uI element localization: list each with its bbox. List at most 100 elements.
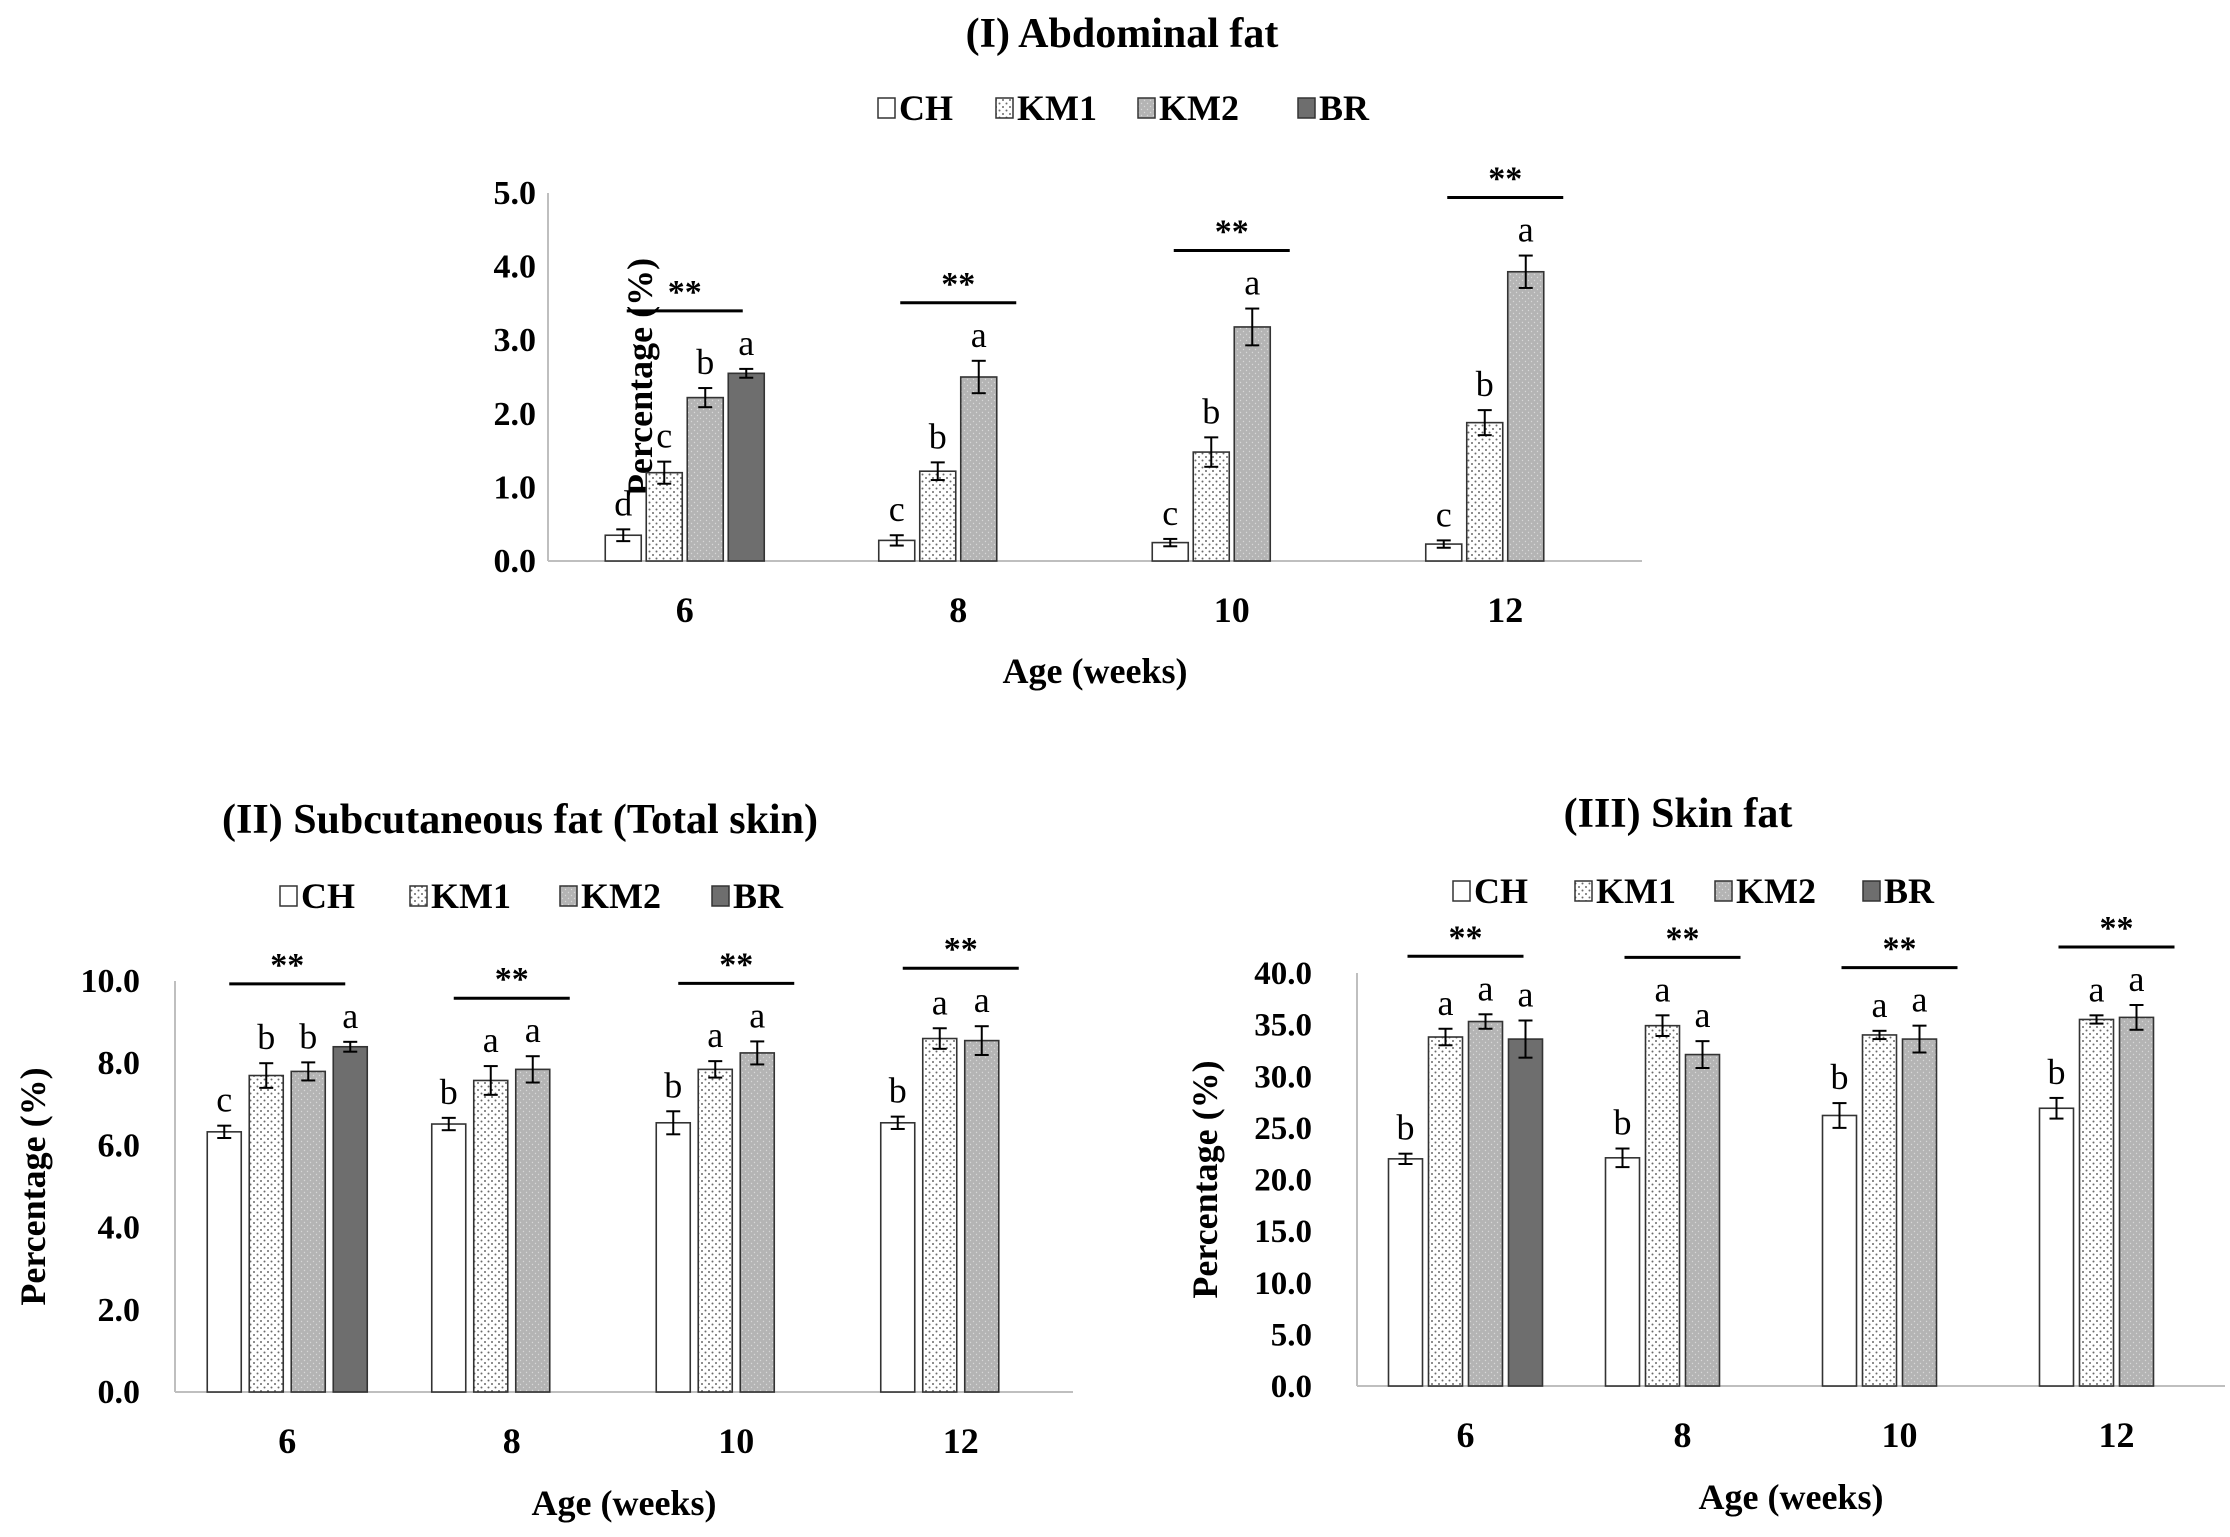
significance-letter: b xyxy=(1614,1103,1632,1143)
bar-km2-week-10 xyxy=(1901,1038,1938,1387)
x-axis-label: Age (weeks) xyxy=(1699,1477,1884,1517)
significance-letter: a xyxy=(1518,210,1534,250)
significance-letter: c xyxy=(1436,494,1452,534)
bar-km2-week-8 xyxy=(959,376,998,562)
bar-km2-week-12 xyxy=(1506,270,1545,562)
y-tick-label: 15.0 xyxy=(1254,1214,1312,1250)
significance-letter: b xyxy=(929,416,947,456)
bar-ch-week-12 xyxy=(2038,1107,2075,1387)
legend-swatch-br xyxy=(1297,97,1316,119)
significance-letter: b xyxy=(440,1072,458,1112)
significance-letter: a xyxy=(738,323,754,363)
bar-br-week-6 xyxy=(1507,1038,1544,1387)
bar-km2-week-6 xyxy=(290,1070,327,1393)
significance-stars: ** xyxy=(1488,161,1522,198)
y-axis-label: Percentage (%) xyxy=(1185,1060,1225,1298)
bar-km2-week-8 xyxy=(1684,1053,1721,1387)
bar-br-week-6 xyxy=(332,1045,369,1393)
significance-letter: b xyxy=(696,342,714,382)
bar-km1-week-8 xyxy=(1644,1024,1681,1387)
bar-km2-week-6 xyxy=(1467,1020,1504,1387)
x-axis-label: Age (weeks) xyxy=(532,1483,717,1523)
significance-letter: a xyxy=(483,1020,499,1060)
legend-label-br: BR xyxy=(1319,88,1370,128)
significance-stars: ** xyxy=(1215,214,1249,251)
significance-letter: a xyxy=(749,995,765,1035)
significance-letter: b xyxy=(1202,391,1220,431)
significance-stars: ** xyxy=(1449,919,1483,956)
legend-swatch-ch xyxy=(1452,880,1471,902)
bar-km2-week-8 xyxy=(514,1068,551,1393)
chart-subcutaneous-fat: (II) Subcutaneous fat (Total skin) CH KM1 K… xyxy=(13,797,1073,1523)
significance-letter: a xyxy=(974,980,990,1020)
legend-swatch-km1 xyxy=(995,97,1014,119)
bar-km2-week-12 xyxy=(963,1039,1000,1393)
legend-swatch-ch xyxy=(279,885,298,907)
bar-km1-week-12 xyxy=(921,1037,958,1393)
significance-letter: a xyxy=(707,1015,723,1055)
significance-letter: a xyxy=(1478,968,1494,1008)
legend-swatch-km2 xyxy=(1137,97,1156,119)
x-tick-label: 12 xyxy=(1487,590,1523,630)
bar-ch-week-12 xyxy=(879,1121,916,1393)
significance-letter: b xyxy=(2048,1052,2066,1092)
x-tick-label: 6 xyxy=(278,1421,296,1461)
legend-swatch-br xyxy=(711,885,730,907)
significance-letter: a xyxy=(342,996,358,1036)
significance-letter: a xyxy=(932,982,948,1022)
bar-km1-week-8 xyxy=(472,1079,509,1393)
bar-km1-week-12 xyxy=(1465,421,1504,562)
significance-letter: b xyxy=(1476,364,1494,404)
y-tick-label: 40.0 xyxy=(1254,956,1312,992)
chart-skin-fat: (III) Skin fat CH KM1 KM2 BR 0.0 5.0 10.0 15.0 20… xyxy=(1185,791,2225,1517)
significance-stars: ** xyxy=(2100,910,2134,947)
bar-km1-week-12 xyxy=(2078,1018,2115,1387)
significance-letter: a xyxy=(1518,974,1534,1014)
y-tick-label: 35.0 xyxy=(1254,1008,1312,1044)
y-tick-label: 6.0 xyxy=(98,1127,141,1164)
x-tick-label: 6 xyxy=(1457,1415,1475,1455)
x-tick-label: 12 xyxy=(2099,1415,2135,1455)
y-tick-label: 8.0 xyxy=(98,1045,141,1082)
bar-km1-week-6 xyxy=(645,471,684,562)
chart-panel-skin-fat: (III) Skin fat CH KM1 KM2 BR 0.0 5.0 10.0 15.0 20… xyxy=(1115,780,2230,1537)
legend-label-ch: CH xyxy=(301,876,355,916)
legend-label-br: BR xyxy=(733,876,784,916)
bar-km2-week-12 xyxy=(2118,1016,2155,1387)
bar-km1-week-10 xyxy=(1192,451,1231,562)
legend-label-ch: CH xyxy=(1474,871,1528,911)
significance-letter: c xyxy=(656,416,672,456)
legend-label-km1: KM1 xyxy=(431,876,511,916)
chart-title: (III) Skin fat xyxy=(1564,791,1793,837)
x-tick-label: 8 xyxy=(503,1421,521,1461)
legend-label-km2: KM2 xyxy=(581,876,661,916)
chart-panel-abdominal-fat: (I) Abdominal fat CH KM1 KM2 BR 0.0 1.0 2.0 3.0 4… xyxy=(0,0,2230,700)
x-tick-label: 10 xyxy=(1882,1415,1918,1455)
significance-letter: a xyxy=(1655,969,1671,1009)
chart-panel-subcutaneous-fat: (II) Subcutaneous fat (Total skin) CH KM1 K… xyxy=(0,780,1115,1537)
y-tick-label: 3.0 xyxy=(494,322,537,359)
x-tick-label: 10 xyxy=(1214,590,1250,630)
bar-km1-week-8 xyxy=(918,470,957,562)
legend-label-km1: KM1 xyxy=(1596,871,1676,911)
y-tick-label: 10.0 xyxy=(1254,1266,1312,1302)
y-tick-label: 30.0 xyxy=(1254,1059,1312,1095)
legend-label-ch: CH xyxy=(899,88,953,128)
y-tick-label: 0.0 xyxy=(494,543,537,580)
y-tick-label: 0.0 xyxy=(98,1374,141,1411)
significance-letter: b xyxy=(889,1071,907,1111)
y-axis-label: Percentage (%) xyxy=(620,258,660,496)
significance-letter: a xyxy=(1872,985,1888,1025)
bar-ch-week-10 xyxy=(655,1121,692,1393)
significance-letter: c xyxy=(1162,493,1178,533)
x-axis-label: Age (weeks) xyxy=(1003,651,1188,691)
y-tick-label: 4.0 xyxy=(494,249,537,286)
significance-letter: b xyxy=(664,1065,682,1105)
y-tick-label: 20.0 xyxy=(1254,1163,1312,1199)
bar-km2-week-6 xyxy=(686,396,725,562)
bar-ch-week-8 xyxy=(1604,1157,1641,1387)
y-tick-label: 25.0 xyxy=(1254,1111,1312,1147)
significance-stars: ** xyxy=(270,947,304,984)
y-tick-label: 5.0 xyxy=(494,175,537,212)
significance-letter: a xyxy=(1244,263,1260,303)
